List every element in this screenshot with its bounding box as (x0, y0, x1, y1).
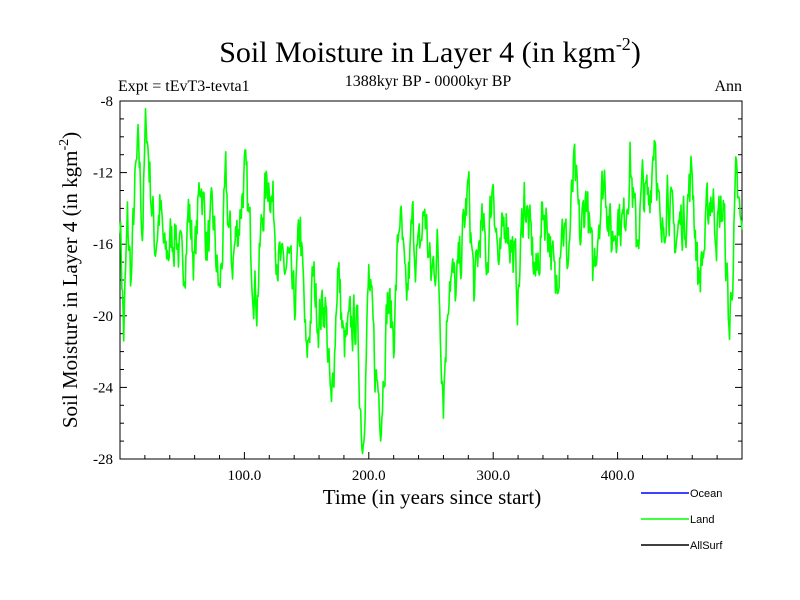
season-label: Ann (714, 78, 742, 95)
y-axis-label: Soil Moisture in Layer 4 (in kgm-2) (57, 132, 82, 428)
experiment-label: Expt = tEvT3-tevta1 (118, 78, 250, 95)
x-tick-label-2: 300.0 (476, 468, 510, 484)
y-axis-label-main: Soil Moisture in Layer 4 (in kgm (58, 151, 82, 429)
series-line-land (119, 107, 743, 455)
y-axis-label-exponent: -2 (57, 139, 72, 151)
y-axis-ticks: -8 -12 -16 -20 -24 -28 (93, 94, 742, 468)
legend-label-ocean: Ocean (690, 488, 722, 500)
legend: Ocean Land AllSurf (641, 488, 723, 552)
x-tick-label-3: 400.0 (601, 468, 635, 484)
y-tick-label-3: -20 (93, 309, 113, 325)
series-group (119, 107, 743, 455)
y-tick-label-0: -8 (101, 94, 114, 110)
x-axis-ticks: 100.0 200.0 300.0 400.0 (144, 452, 718, 484)
period-label: 1388kyr BP - 0000kyr BP (345, 73, 512, 90)
y-tick-label-2: -16 (93, 237, 113, 253)
chart-title-main: Soil Moisture in Layer 4 (in kgm (219, 36, 616, 69)
chart-title: Soil Moisture in Layer 4 (in kgm-2) (219, 34, 641, 69)
chart-title-exponent: -2 (616, 34, 631, 54)
x-axis-label: Time (in years since start) (323, 485, 542, 509)
chart-title-close: ) (631, 36, 641, 69)
y-tick-label-4: -24 (93, 380, 113, 396)
x-tick-label-0: 100.0 (228, 468, 262, 484)
y-tick-label-1: -12 (93, 166, 113, 182)
x-tick-label-1: 200.0 (352, 468, 386, 484)
legend-label-allsurf: AllSurf (690, 540, 723, 552)
legend-label-land: Land (690, 514, 714, 526)
y-tick-label-5: -28 (93, 452, 113, 468)
y-axis-label-close: ) (58, 132, 82, 139)
